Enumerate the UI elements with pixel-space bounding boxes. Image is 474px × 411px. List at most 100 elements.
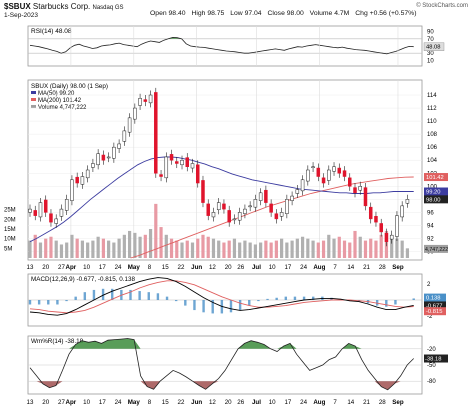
x-tick-label: 10 xyxy=(83,264,90,271)
macd-histogram-bar xyxy=(129,289,132,300)
volume-badge xyxy=(424,244,448,253)
macd-histogram-bar xyxy=(312,296,315,300)
candle-body xyxy=(80,176,85,185)
price-legend-title: SBUX (Daily) 98.00 (1 Sep) xyxy=(31,83,108,90)
rsi-line xyxy=(29,36,414,55)
macd-histogram-bar xyxy=(147,292,150,300)
volume-bar xyxy=(86,242,90,258)
x-tick-label: 14 xyxy=(347,399,354,406)
low-value: 97.04 xyxy=(244,10,262,17)
candle-body xyxy=(306,169,310,182)
candle-body xyxy=(211,212,216,218)
volume-bar xyxy=(238,242,242,258)
volume-bar xyxy=(369,238,373,258)
rsi-tick-label: 90 xyxy=(427,30,434,36)
macd-histogram-bar xyxy=(37,300,41,305)
candle-body xyxy=(101,154,106,161)
macd-histogram-bar xyxy=(101,288,105,300)
volume-bar xyxy=(316,242,320,258)
volume-tick-label: 20M xyxy=(4,217,16,223)
macd-signal-value: -0.815 xyxy=(426,309,442,315)
macd-histogram-bar xyxy=(229,300,233,313)
volume-bar xyxy=(101,238,105,258)
volume-bar xyxy=(201,234,205,258)
volume-bar xyxy=(107,240,111,258)
ohlc-summary: Open 98.40 High 98.75 Low 97.04 Close 98… xyxy=(150,10,417,17)
ma50-badge xyxy=(424,187,448,196)
ma200-badge xyxy=(424,173,448,182)
volume-bar xyxy=(217,240,221,258)
candle-body xyxy=(112,146,116,159)
watermark: © StockCharts.com xyxy=(416,3,468,9)
candle-body xyxy=(154,92,158,174)
candle-body xyxy=(295,189,300,194)
x-tick-label: 24 xyxy=(300,399,307,406)
candle-body xyxy=(159,174,163,177)
x-tick-label: 22 xyxy=(178,264,185,271)
x-tick-label: Apr xyxy=(66,399,77,406)
price-panel: SBUX (Daily) 98.00 (1 Sep) MA(50) 99.20 … xyxy=(4,26,448,394)
volume-bar xyxy=(138,236,142,258)
change-value: +0.56 (+0.57%) xyxy=(369,10,417,17)
price-panel-frame xyxy=(27,79,423,261)
price-tick-label: 108 xyxy=(427,132,438,138)
volume-bar xyxy=(222,242,226,258)
volume-bar xyxy=(164,234,168,258)
candle-body xyxy=(143,99,148,102)
volume-bar xyxy=(379,234,383,258)
macd-histogram-bar xyxy=(330,297,333,300)
volume-bar xyxy=(206,236,210,258)
x-tick-label: 28 xyxy=(379,264,386,271)
ma50-line xyxy=(29,156,414,243)
candle-body xyxy=(75,176,79,184)
macd-histogram-bar xyxy=(284,296,288,300)
candle-body xyxy=(127,117,132,133)
volume-bar xyxy=(33,234,37,258)
chart-date: 1-Sep-2023 xyxy=(4,12,38,19)
volume-bar xyxy=(332,238,336,258)
candle-body xyxy=(269,203,273,213)
price-tick-label: 92 xyxy=(427,236,434,242)
volume-tick-label: 15M xyxy=(4,227,16,233)
candle-body xyxy=(28,208,32,213)
volume-bar xyxy=(348,242,352,258)
x-tick-label: 14 xyxy=(347,264,354,271)
rsi-tick-label: 30 xyxy=(427,51,434,57)
volume-bar xyxy=(117,238,121,258)
rsi-panel-frame xyxy=(27,25,423,67)
volume-bar xyxy=(232,238,237,258)
candle-body xyxy=(138,98,142,106)
macd-signal-badge xyxy=(424,307,446,316)
macd-histogram-bar xyxy=(56,300,59,305)
candle-body xyxy=(85,169,90,179)
x-tick-label: 21 xyxy=(363,399,370,406)
volume-bar xyxy=(321,240,326,258)
candle-body xyxy=(96,153,100,166)
x-tick-label: Aug xyxy=(313,399,325,406)
candle-body xyxy=(70,179,74,201)
candle-body xyxy=(117,143,121,149)
ma50-value: 99.20 xyxy=(426,190,441,196)
x-tick-label: 13 xyxy=(27,264,34,271)
candle-body xyxy=(64,199,69,211)
candle-body xyxy=(311,166,315,168)
x-tick-label: 8 xyxy=(148,399,152,406)
volume-bar xyxy=(91,240,95,258)
x-tick-label: 12 xyxy=(209,264,216,271)
candle-body xyxy=(91,163,95,168)
ma50-legend-swatch xyxy=(31,91,36,94)
price-tick-label: 104 xyxy=(427,158,438,164)
close-badge xyxy=(424,195,448,204)
candle-body xyxy=(148,94,153,104)
macd-histogram-bar xyxy=(165,296,169,300)
volume-bar xyxy=(342,240,347,258)
candle-body xyxy=(337,167,342,174)
volume-bar xyxy=(358,236,362,258)
williams-legend: Wm%R(14) -38.18 xyxy=(31,338,84,345)
macd-histogram-bar xyxy=(156,293,160,300)
volume-bar xyxy=(159,227,163,258)
candle-body xyxy=(379,223,383,233)
williams-line xyxy=(29,338,414,391)
candle-body xyxy=(290,195,294,201)
